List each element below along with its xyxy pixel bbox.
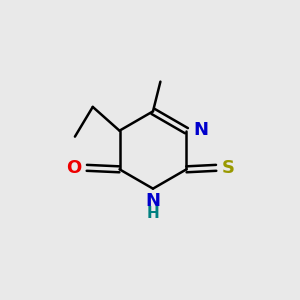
Text: N: N [193, 121, 208, 139]
Text: N: N [146, 192, 160, 210]
Text: O: O [66, 159, 82, 177]
Text: S: S [221, 159, 235, 177]
Text: H: H [147, 206, 159, 221]
